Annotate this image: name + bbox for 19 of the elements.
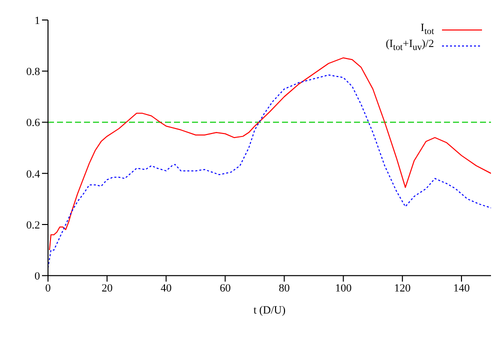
x-tick-label: 40 <box>160 282 172 294</box>
x-tick-label: 60 <box>220 282 232 294</box>
y-tick-label: 1 <box>34 14 40 27</box>
y-tick-label: 0 <box>34 270 40 283</box>
legend-label: I$_{tot}$ <box>420 22 434 38</box>
x-axis-title: t (D/U) <box>253 304 286 317</box>
x-tick-label: 120 <box>394 282 412 294</box>
line-series <box>48 57 491 251</box>
x-tick-label: 0 <box>45 282 52 294</box>
y-tick-label: 0.8 <box>26 66 40 78</box>
legend-label: (I$_{tot}$+I$_{uv}$)/2 <box>386 38 434 54</box>
x-tick-label: 100 <box>335 282 352 294</box>
x-tick-label: 140 <box>453 282 470 294</box>
y-tick-label: 0.4 <box>26 168 40 180</box>
x-tick-label: 80 <box>278 282 290 294</box>
y-tick-label: 0.6 <box>26 117 40 130</box>
y-tick-label: 0.2 <box>26 219 40 232</box>
line-series <box>48 74 491 268</box>
x-tick-label: 20 <box>102 282 114 294</box>
